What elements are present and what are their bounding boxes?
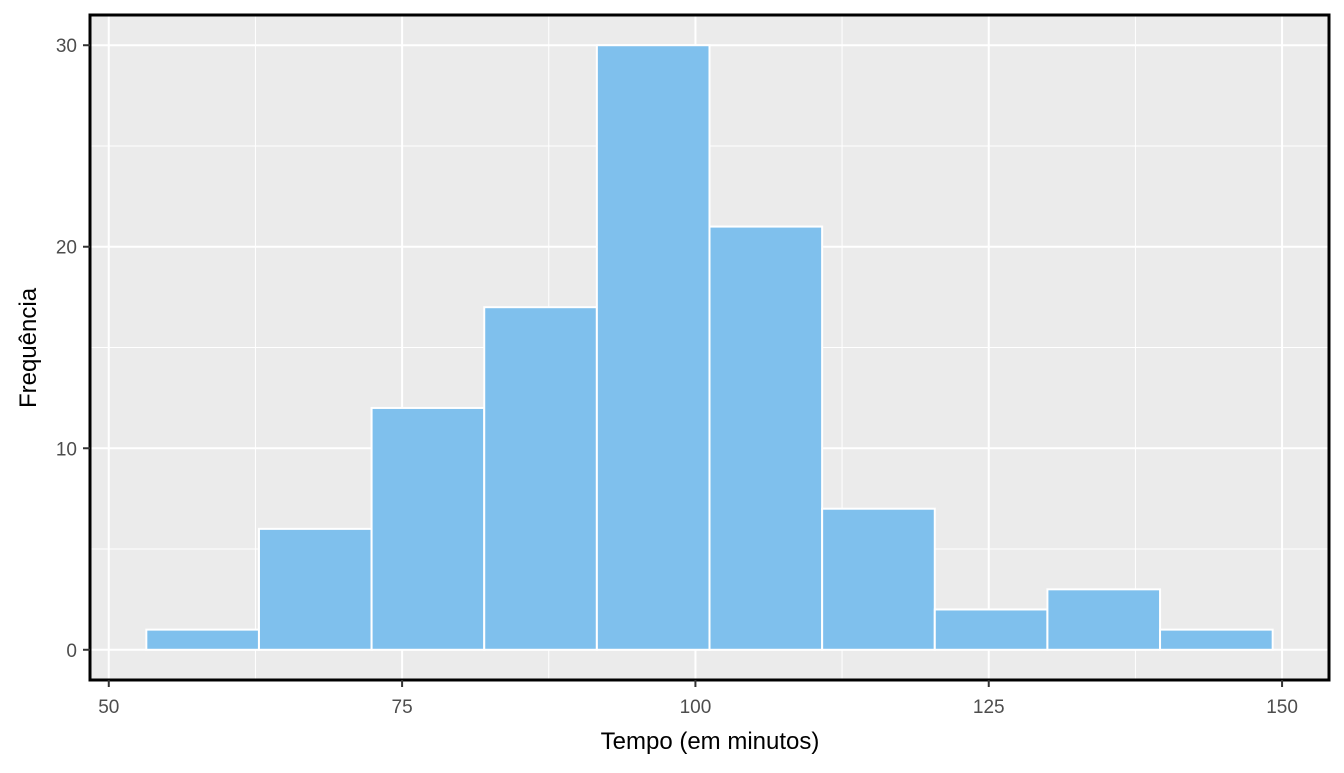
y-tick-label: 30 [56,36,77,57]
x-tick-label: 100 [680,697,712,718]
histogram-bar-5 [595,44,711,651]
histogram-bar-7 [821,507,936,651]
y-tick-label: 10 [56,439,77,460]
x-tick-label: 75 [392,697,413,718]
y-tick-label: 20 [56,238,77,259]
x-tick-label: 125 [973,697,1005,718]
histogram-bar-3 [370,406,486,651]
histogram-bar-10 [1159,628,1274,651]
x-axis-title: Tempo (em minutos) [601,728,820,755]
histogram-bar-6 [708,225,824,651]
histogram-bar-9 [1046,588,1162,651]
x-axis: 50 75 100 125 150 [98,680,1298,718]
plot-border [88,13,1331,682]
histogram-bar-4 [483,306,598,651]
histogram-bar-1 [145,628,260,651]
histogram-bars [145,44,1274,651]
y-tick-label: 0 [66,641,77,662]
y-axis-title: Frequência [15,287,42,408]
x-tick-label: 50 [98,697,119,718]
histogram-bar-2 [257,527,373,651]
histogram-bar-8 [933,608,1049,651]
x-tick-label: 150 [1266,697,1298,718]
y-axis: 0 10 20 30 [56,36,90,662]
